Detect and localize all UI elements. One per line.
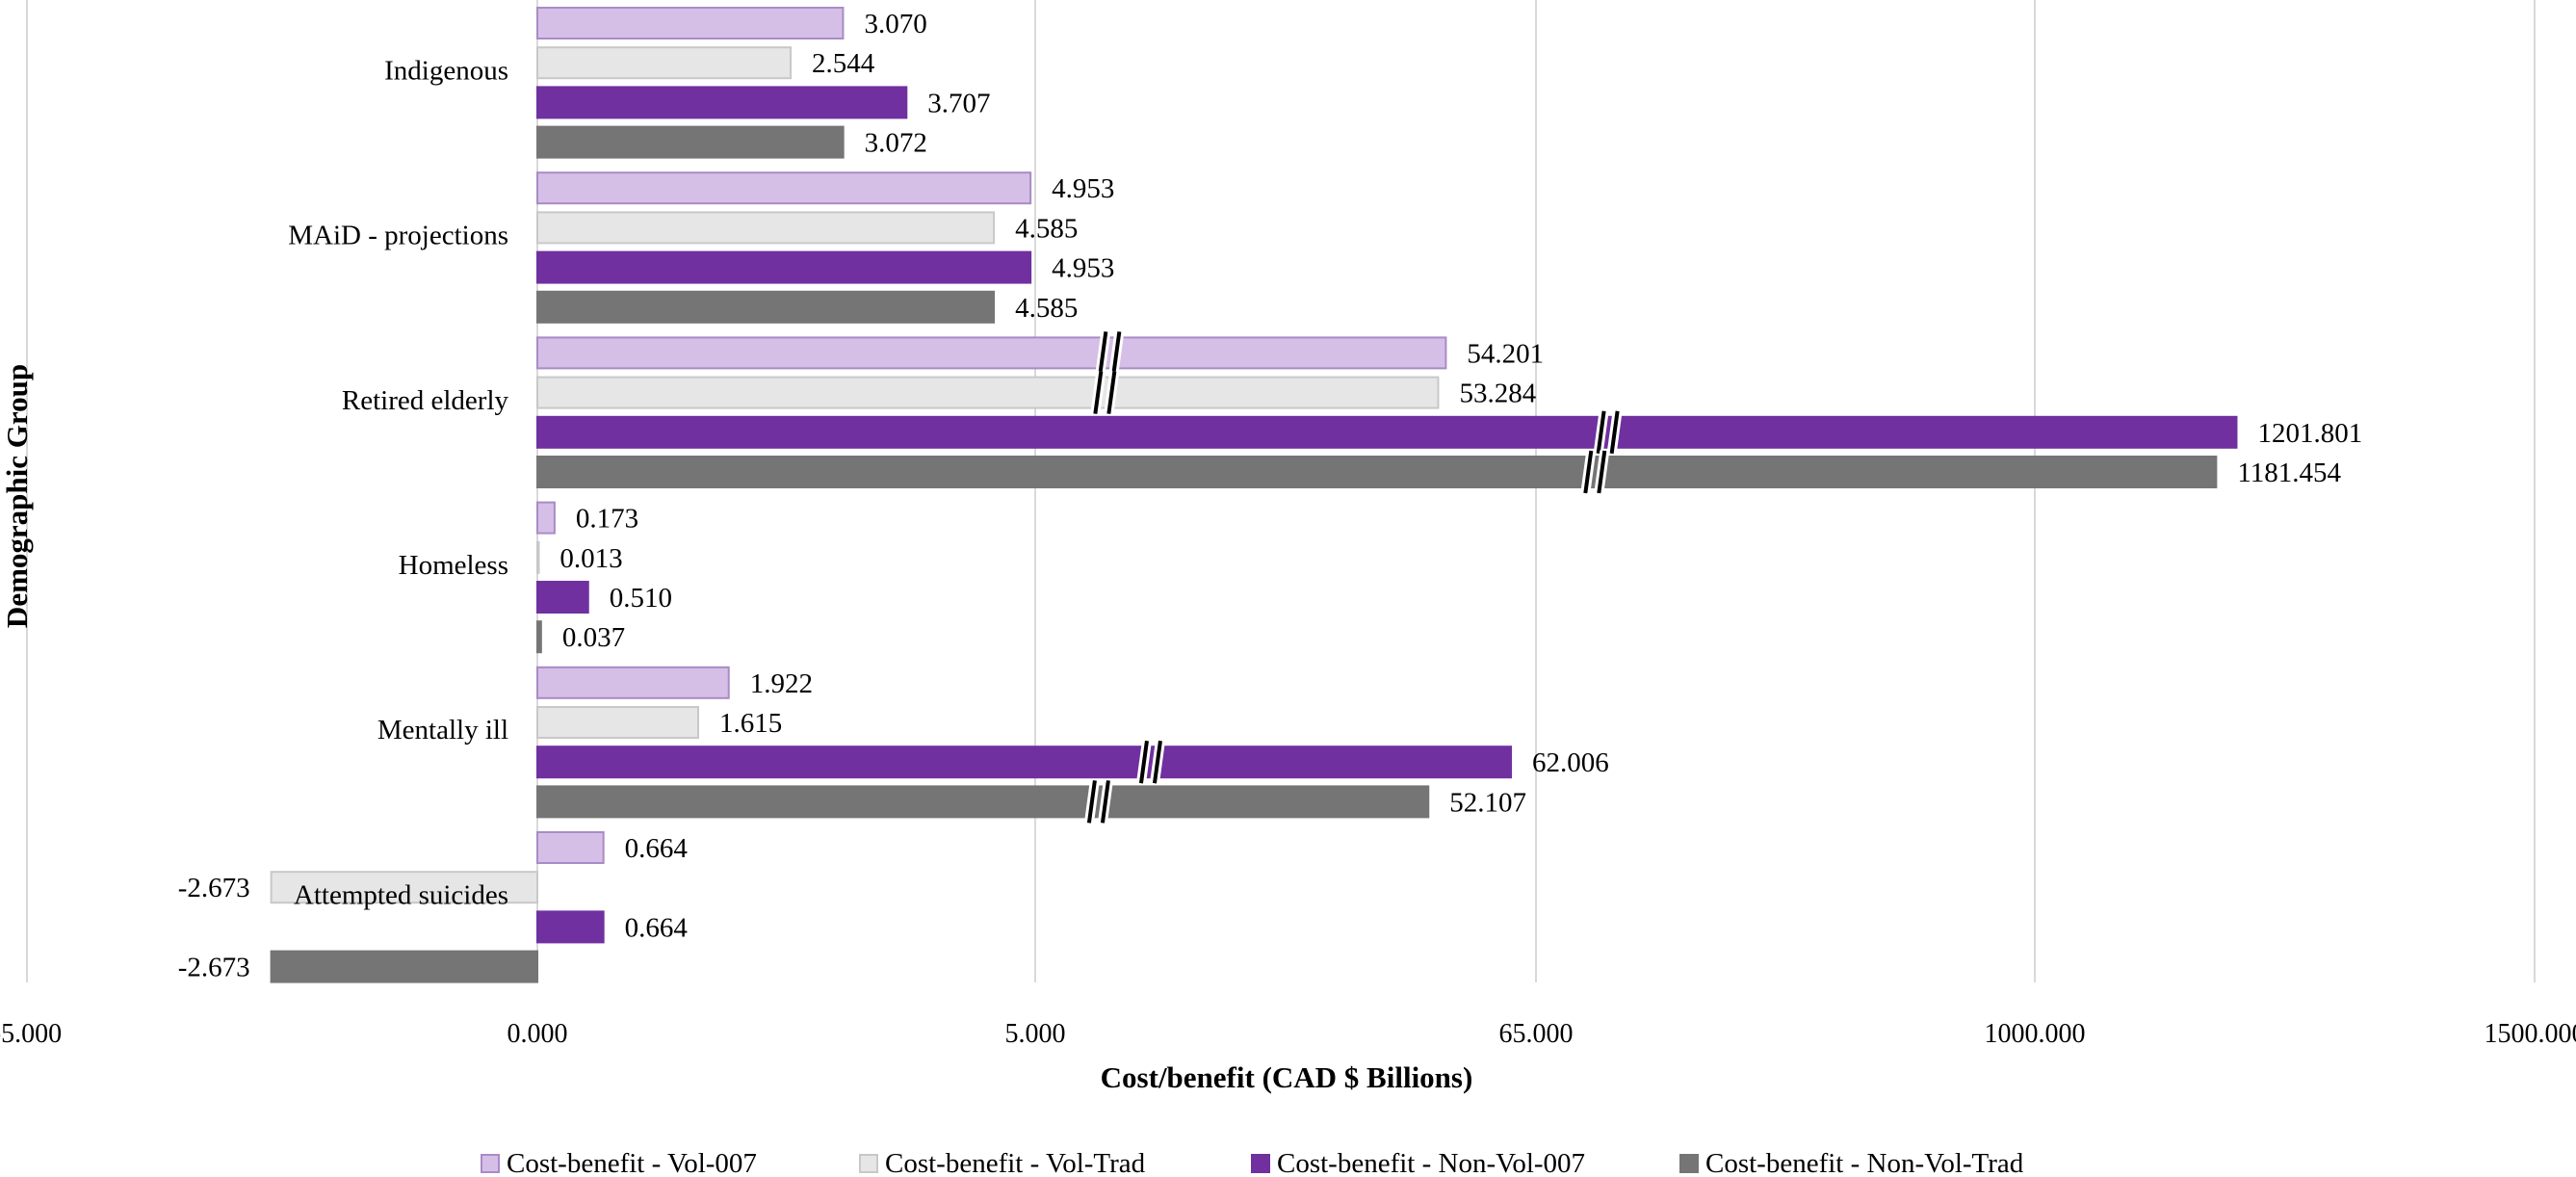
value-label: 2.544 — [812, 48, 875, 79]
category-labels: Indigenous MAiD - projections Retired elde… — [288, 55, 508, 910]
value-label: 0.664 — [625, 912, 689, 943]
bars — [270, 7, 2238, 983]
bar-attempted-suicides-2 — [270, 871, 538, 904]
value-label: 54.201 — [1467, 338, 1544, 369]
value-label: 4.585 — [1015, 293, 1078, 324]
bar-homeless-2 — [536, 540, 540, 574]
legend-swatch — [1679, 1154, 1699, 1173]
x-tick-label: 65.000 — [1499, 1019, 1574, 1049]
value-label: 0.664 — [625, 833, 689, 864]
legend-swatch — [1251, 1154, 1270, 1173]
value-label: 0.037 — [562, 622, 625, 653]
value-label: 0.510 — [610, 583, 672, 614]
value-label: 1201.801 — [2257, 418, 2362, 449]
value-label: 4.585 — [1015, 213, 1078, 244]
category-label-attempted-suicides: Attempted suicides — [294, 879, 508, 910]
value-label: 4.953 — [1052, 173, 1114, 204]
value-label: 3.707 — [927, 88, 990, 118]
bar-mentally-ill-1 — [536, 666, 730, 699]
value-label: -2.673 — [178, 953, 250, 983]
gridlines — [26, 0, 2536, 982]
axis-break-markers — [1083, 330, 1623, 824]
bar-homeless-4 — [536, 620, 542, 654]
bar-attempted-suicides-4 — [270, 950, 538, 983]
legend-item-1: Cost-benefit - Vol-007 — [481, 1148, 757, 1177]
axis-break-marker — [1095, 330, 1125, 376]
legend-label: Cost-benefit - Vol-Trad — [885, 1148, 1146, 1177]
value-label: 3.070 — [864, 9, 926, 39]
axis-break-marker — [1593, 410, 1623, 455]
legend-item-4: Cost-benefit - Non-Vol-Trad — [1679, 1148, 2024, 1177]
legend-label: Cost-benefit - Non-Vol-007 — [1277, 1148, 1585, 1177]
axis-break-marker — [1090, 370, 1120, 415]
bar-indigenous-4 — [536, 125, 845, 159]
bar-indigenous-3 — [536, 86, 908, 119]
legend-item-2: Cost-benefit - Vol-Trad — [859, 1148, 1146, 1177]
value-label: 62.006 — [1532, 747, 1609, 778]
value-label: 1.922 — [750, 668, 813, 699]
legend-swatch — [859, 1154, 878, 1173]
y-axis-title: Demographic Group — [0, 364, 34, 628]
category-label-mentally-ill: Mentally ill — [377, 715, 508, 745]
x-axis-title: Cost/benefit (CAD $ Billions) — [1101, 1060, 1473, 1094]
bar-homeless-1 — [536, 501, 556, 535]
bar-retired-elderly-3 — [536, 415, 2238, 449]
axis-break-marker — [1136, 740, 1165, 784]
legend-label: Cost-benefit - Vol-007 — [507, 1148, 757, 1177]
bar-maid-projections-4 — [536, 290, 996, 324]
bar-retired-elderly-1 — [536, 336, 1447, 370]
value-label: 4.953 — [1052, 253, 1114, 284]
value-label: 0.013 — [559, 543, 622, 574]
bar-maid-projections-3 — [536, 250, 1032, 284]
bar-mentally-ill-4 — [536, 785, 1430, 819]
bar-indigenous-2 — [536, 46, 793, 80]
legend: Cost-benefit - Vol-007 Cost-benefit - Vol… — [481, 1148, 2024, 1177]
x-tick-labels: -5.000 0.000 5.000 65.000 1000.000 1500.000 — [0, 1019, 2576, 1049]
bar-indigenous-1 — [536, 7, 845, 39]
bar-mentally-ill-2 — [536, 706, 699, 739]
bar-attempted-suicides-1 — [536, 831, 605, 864]
legend-label: Cost-benefit - Non-Vol-Trad — [1705, 1148, 2024, 1177]
x-tick-label: 1500.000 — [2485, 1019, 2576, 1049]
x-tick-label: 0.000 — [507, 1019, 568, 1049]
bar-attempted-suicides-3 — [536, 910, 605, 944]
bar-retired-elderly-4 — [536, 456, 2218, 488]
x-tick-label: 5.000 — [1005, 1019, 1066, 1049]
value-label: 52.107 — [1449, 787, 1526, 818]
axis-break-marker — [1580, 450, 1610, 494]
value-label: -2.673 — [178, 873, 250, 903]
legend-item-3: Cost-benefit - Non-Vol-007 — [1251, 1148, 1585, 1177]
axis-break-marker — [1083, 779, 1113, 824]
bar-retired-elderly-2 — [536, 376, 1440, 409]
bar-homeless-3 — [536, 581, 589, 614]
value-label: 1181.454 — [2237, 458, 2341, 488]
value-label: 53.284 — [1459, 379, 1536, 409]
category-label-retired-elderly: Retired elderly — [342, 385, 509, 416]
category-label-homeless: Homeless — [399, 550, 508, 581]
bar-mentally-ill-3 — [536, 745, 1513, 779]
value-label: 1.615 — [719, 708, 782, 739]
bar-maid-projections-1 — [536, 171, 1032, 205]
category-label-indigenous: Indigenous — [384, 55, 508, 86]
value-label: 0.173 — [576, 504, 638, 535]
x-tick-label: -5.000 — [0, 1019, 62, 1049]
bar-maid-projections-2 — [536, 211, 996, 245]
x-tick-label: 1000.000 — [1985, 1019, 2086, 1049]
category-label-maid-projections: MAiD - projections — [288, 221, 508, 251]
value-label: 3.072 — [865, 128, 927, 159]
legend-swatch — [481, 1154, 500, 1173]
